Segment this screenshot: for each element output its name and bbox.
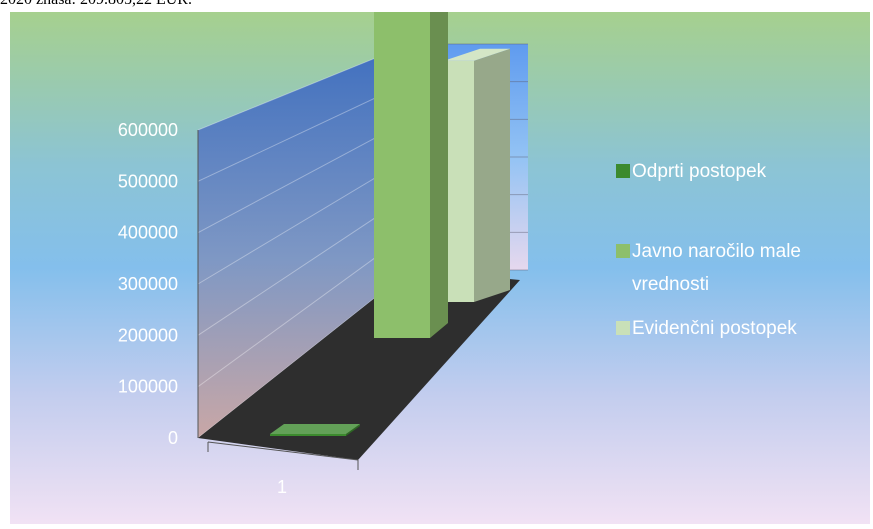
bar-side-face (346, 424, 360, 436)
x-axis-line (207, 441, 359, 461)
bar-side-face (430, 0, 448, 338)
legend-item: Javno naročilo male vrednosti (616, 241, 801, 295)
y-tick-label: 300000 (118, 274, 178, 294)
bar-front-face (374, 8, 430, 338)
bar-odprti-postopek (270, 424, 360, 436)
bar-side-face (474, 48, 510, 302)
bar-front-face (270, 434, 346, 436)
legend-label: Odprti postopek (632, 161, 767, 182)
y-tick-label: 200000 (118, 325, 178, 345)
bar-top-face (270, 424, 360, 434)
legend-swatch (616, 321, 630, 335)
chart-area: 0 100000 200000 300000 400000 500000 600000 1 O… (10, 0, 870, 524)
x-tick-label: 1 (277, 477, 287, 497)
bar-front-face (444, 60, 474, 302)
legend-swatch (616, 164, 630, 178)
side-wall (198, 44, 410, 438)
y-tick-label: 500000 (118, 171, 178, 191)
caption-text: 2020 znaša: 209.805,22 EUR. (0, 0, 873, 10)
y-tick-label: 400000 (118, 223, 178, 243)
y-tick-label: 600000 (118, 120, 178, 140)
y-tick-label: 0 (168, 428, 178, 448)
legend-label: Evidenčni postopek (632, 318, 797, 339)
bar-javno-naro-ilo-male-vrednosti (374, 0, 448, 338)
legend-item: Evidenčni postopek (616, 318, 797, 339)
bar-chart-3d: 0 100000 200000 300000 400000 500000 600000 1 O… (10, 0, 870, 524)
bar-top-face (444, 48, 510, 61)
bar-eviden-ni-postopek (444, 48, 510, 302)
legend-label: vrednosti (632, 274, 709, 295)
y-tick-label: 100000 (118, 377, 178, 397)
legend-item: Odprti postopek (616, 161, 767, 182)
legend-swatch (616, 244, 630, 258)
legend-label: Javno naročilo male (632, 241, 801, 262)
